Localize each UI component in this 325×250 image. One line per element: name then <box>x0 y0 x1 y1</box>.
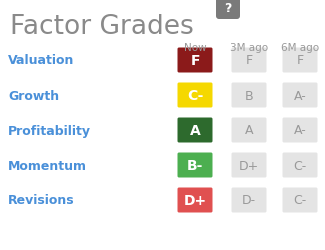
Text: B-: B- <box>187 158 203 172</box>
FancyBboxPatch shape <box>282 83 318 108</box>
Text: D+: D+ <box>183 193 207 207</box>
FancyBboxPatch shape <box>216 0 240 20</box>
FancyBboxPatch shape <box>231 83 266 108</box>
Text: A: A <box>189 124 201 138</box>
Text: ?: ? <box>224 2 232 15</box>
FancyBboxPatch shape <box>177 118 213 143</box>
Text: F: F <box>245 54 253 67</box>
Text: C-: C- <box>187 89 203 102</box>
FancyBboxPatch shape <box>177 48 213 73</box>
Text: D+: D+ <box>239 159 259 172</box>
Text: D-: D- <box>242 194 256 207</box>
Text: F: F <box>190 54 200 68</box>
FancyBboxPatch shape <box>282 118 318 143</box>
Text: Growth: Growth <box>8 89 59 102</box>
Text: C-: C- <box>293 159 306 172</box>
Text: A: A <box>245 124 253 137</box>
FancyBboxPatch shape <box>177 83 213 108</box>
Text: Valuation: Valuation <box>8 54 74 67</box>
Text: Revisions: Revisions <box>8 194 75 207</box>
Text: A-: A- <box>293 89 306 102</box>
FancyBboxPatch shape <box>231 188 266 213</box>
FancyBboxPatch shape <box>177 188 213 213</box>
FancyBboxPatch shape <box>282 48 318 73</box>
Text: A-: A- <box>293 124 306 137</box>
Text: 3M ago: 3M ago <box>230 43 268 53</box>
FancyBboxPatch shape <box>231 153 266 178</box>
Text: Now: Now <box>184 43 206 53</box>
FancyBboxPatch shape <box>231 118 266 143</box>
Text: Factor Grades: Factor Grades <box>10 14 194 40</box>
FancyBboxPatch shape <box>177 153 213 178</box>
Text: Momentum: Momentum <box>8 159 87 172</box>
FancyBboxPatch shape <box>282 188 318 213</box>
Text: Profitability: Profitability <box>8 124 91 137</box>
Text: C-: C- <box>293 194 306 207</box>
FancyBboxPatch shape <box>231 48 266 73</box>
Text: 6M ago: 6M ago <box>281 43 319 53</box>
Text: B: B <box>245 89 253 102</box>
FancyBboxPatch shape <box>282 153 318 178</box>
Text: F: F <box>296 54 304 67</box>
